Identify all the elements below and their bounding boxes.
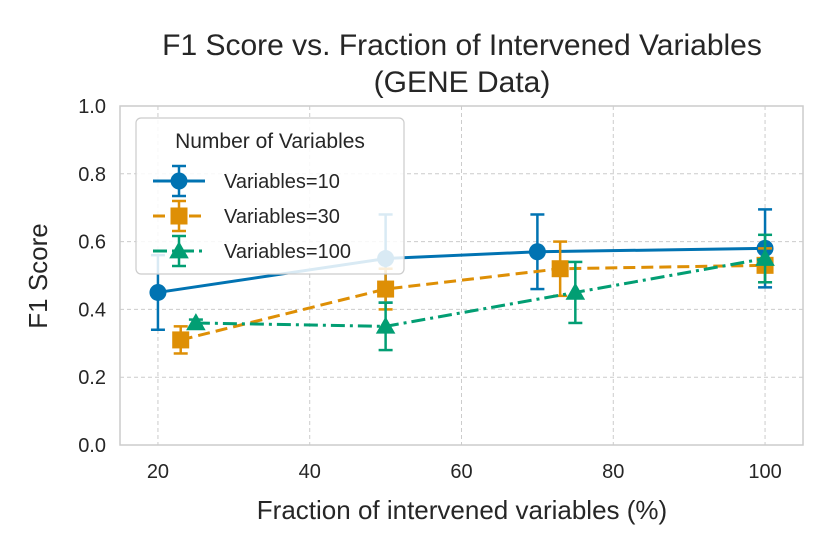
y-tick-label: 1.0 — [78, 96, 106, 118]
legend: Number of Variables Variables=10Variable… — [135, 117, 405, 275]
legend-label: Variables=10 — [224, 171, 340, 193]
y-tick-label: 0.6 — [78, 232, 106, 254]
y-tick-label: 0.8 — [78, 164, 106, 186]
x-tick-label: 80 — [602, 461, 624, 483]
data-point — [528, 243, 546, 261]
legend-box — [135, 117, 405, 275]
tick-labels: 20 40 60 80 100 0.0 0.2 0.4 0.6 0.8 1.0 — [78, 96, 782, 483]
data-point — [149, 283, 167, 301]
data-point — [172, 331, 190, 349]
x-tick-label: 100 — [748, 461, 781, 483]
chart-title: F1 Score vs. Fraction of Intervened Vari… — [162, 29, 762, 62]
x-axis-label: Fraction of intervened variables (%) — [257, 495, 667, 525]
series-line — [195, 257, 766, 328]
data-point — [375, 316, 396, 334]
legend-marker — [169, 241, 189, 259]
data-point — [186, 313, 206, 331]
y-tick-label: 0.0 — [78, 435, 106, 457]
data-point — [551, 260, 569, 278]
x-tick-label: 20 — [147, 461, 169, 483]
data-point — [565, 282, 586, 300]
series-2 — [172, 240, 774, 355]
y-axis-label: F1 Score — [23, 223, 53, 329]
series-3 — [186, 233, 775, 352]
data-point — [755, 248, 775, 266]
legend-item-2: Variables=30 — [153, 199, 340, 233]
legend-marker — [170, 207, 188, 225]
legend-title: Number of Variables — [175, 130, 365, 153]
legend-item-3: Variables=100 — [153, 234, 351, 268]
chart-subtitle: (GENE Data) — [374, 66, 551, 99]
legend-label: Variables=100 — [224, 241, 351, 263]
data-point — [377, 280, 395, 298]
y-tick-label: 0.2 — [78, 367, 106, 389]
legend-marker — [170, 172, 188, 190]
legend-item-1: Variables=10 — [153, 164, 340, 198]
series-line — [157, 246, 766, 294]
x-tick-label: 40 — [299, 461, 321, 483]
x-tick-label: 60 — [450, 461, 472, 483]
legend-label: Variables=30 — [224, 206, 340, 228]
plot-area-frame — [119, 105, 804, 446]
series-line — [180, 263, 766, 342]
legend-items: Variables=10 Variables=30 Variables=100 — [153, 164, 351, 268]
y-tick-label: 0.4 — [78, 299, 106, 321]
